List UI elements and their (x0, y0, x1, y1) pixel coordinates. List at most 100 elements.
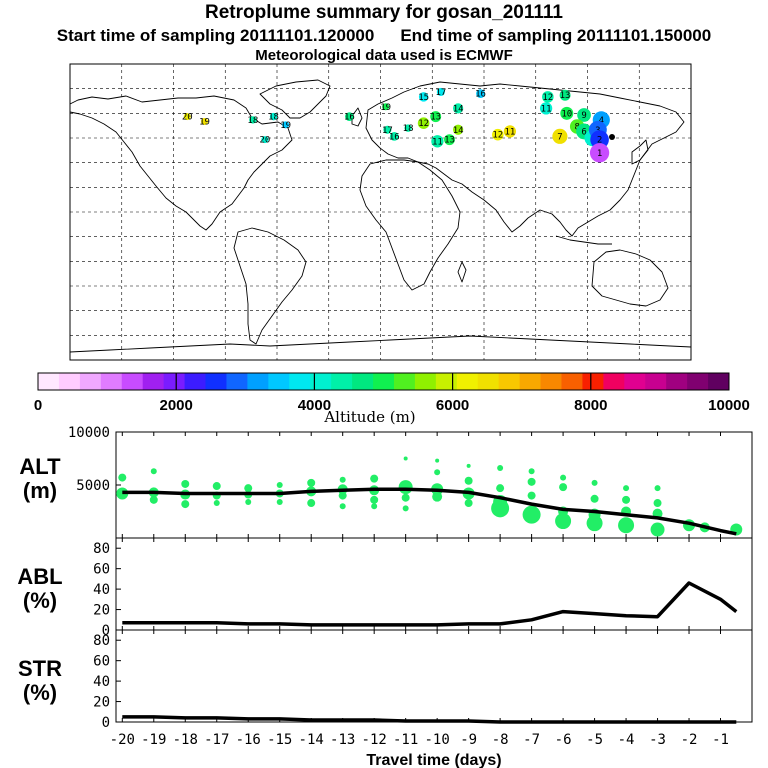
coast-britain (351, 107, 363, 127)
altitude-spot (181, 500, 190, 509)
altitude-spot (307, 499, 316, 508)
altitude-spot (653, 499, 662, 508)
y-tick-label: 40 (93, 674, 110, 690)
colorbar-segment (184, 373, 207, 390)
plume-day-label: 16 (475, 90, 486, 100)
plume-cluster: 7 (552, 128, 568, 144)
colorbar-segment (247, 373, 269, 390)
altitude-spot (590, 494, 599, 503)
y-tick-label: 60 (93, 654, 110, 670)
plume-cluster-dot (436, 87, 445, 97)
altitude-spot (398, 480, 413, 495)
colorbar-tick-label: 8000 (574, 397, 607, 414)
coast-indonesia (555, 235, 612, 245)
plume-cluster-dot (453, 103, 464, 114)
altitude-spot (402, 505, 409, 512)
plume-cluster: 17 (435, 87, 446, 98)
series-line (122, 715, 737, 724)
end-time-label: End time of sampling 20111101.150000 (400, 26, 712, 45)
plume-day-label: 19 (280, 121, 291, 131)
plume-day-label: 13 (430, 113, 441, 123)
plume-cluster: 13 (444, 134, 455, 146)
coast-south-america (233, 227, 307, 345)
plume-day-label: 7 (557, 132, 562, 142)
altitude-spot (181, 479, 190, 488)
colorbar-segment (645, 373, 667, 390)
altitude-spot (618, 517, 635, 534)
altitude-spot (528, 468, 535, 475)
plume-cluster: 16 (344, 112, 355, 123)
altitude-spot (245, 498, 252, 505)
x-tick-label: -10 (425, 732, 450, 748)
x-tick-label: -12 (362, 732, 387, 748)
plume-cluster-dot (492, 128, 504, 141)
map-gridlines (70, 64, 691, 360)
y-tick-label: 20 (93, 695, 110, 711)
plume-day-label: 9 (581, 111, 586, 121)
plume-day-label: 16 (389, 132, 400, 142)
plume-cluster-dot (269, 112, 278, 121)
colorbar-segment (79, 373, 102, 390)
panel-title: ABL (17, 564, 62, 589)
coast-north-america (69, 95, 293, 231)
coast-africa (359, 159, 461, 291)
altitude-spot (435, 458, 440, 463)
plume-cluster: 20 (182, 113, 193, 123)
plume-cluster-dot (345, 112, 354, 122)
y-tick-label: 80 (93, 633, 110, 649)
x-tick-label: -5 (586, 732, 603, 748)
colorbar-segment (226, 373, 248, 390)
colorbar-segment (561, 373, 583, 390)
plume-cluster-dot (383, 125, 392, 134)
plume-cluster: 11 (431, 135, 444, 148)
plume-day-label: 8 (574, 122, 579, 132)
plume-day-label: 1 (597, 149, 602, 159)
plume-cluster: 18 (268, 113, 279, 123)
panel-unit: (%) (23, 680, 57, 705)
coast-madagascar (457, 261, 467, 283)
altitude-spot (555, 513, 572, 530)
colorbar-segment (100, 373, 123, 390)
x-tick-label: -15 (267, 732, 292, 748)
altitude-spot (522, 505, 541, 524)
met-data-label: Meteorological data used is ECMWF (255, 47, 513, 64)
altitude-spot (401, 493, 410, 502)
altitude-spot (622, 495, 631, 504)
plume-cluster-dot (559, 89, 571, 101)
panel-alt: ALT(m) 5000 10000 (19, 425, 753, 539)
colorbar-segment (205, 373, 227, 390)
altitude-spot (276, 482, 283, 488)
plume-cluster-dot (590, 130, 609, 149)
plume-day-label: 19 (380, 103, 391, 113)
plume-cluster: 11 (539, 102, 553, 115)
plume-cluster-dot (249, 116, 257, 124)
altitude-spot (623, 485, 630, 492)
release-site-marker (609, 134, 615, 140)
plume-cluster: 19 (199, 118, 210, 128)
altitude-spot (560, 474, 567, 481)
y-tick-label: 80 (93, 541, 110, 557)
altitude-spot (527, 477, 536, 486)
colorbar-segment (540, 373, 562, 390)
colorbar-segments (38, 373, 730, 390)
series-line (122, 581, 738, 627)
altitude-spot (339, 503, 346, 510)
plume-cluster-dot (542, 91, 554, 103)
panel-frame (115, 629, 753, 723)
plume-day-label: 16 (344, 113, 355, 123)
altitude-spot (244, 484, 253, 493)
colorbar-segment (121, 373, 144, 390)
plume-cluster-dot (503, 125, 517, 138)
altitude-spot (432, 491, 443, 502)
x-tick-label: -14 (299, 732, 324, 748)
x-tick-label: -11 (393, 732, 418, 748)
y-tick-label: 60 (93, 562, 110, 578)
plume-day-label: 2 (597, 136, 602, 146)
coastlines (69, 79, 692, 353)
altitude-spot (212, 482, 221, 491)
plume-cluster-dot (418, 92, 429, 102)
plume-cluster: 9 (577, 108, 591, 122)
plume-cluster: 13 (559, 89, 571, 101)
colorbar-tick-label: 0 (34, 397, 42, 414)
